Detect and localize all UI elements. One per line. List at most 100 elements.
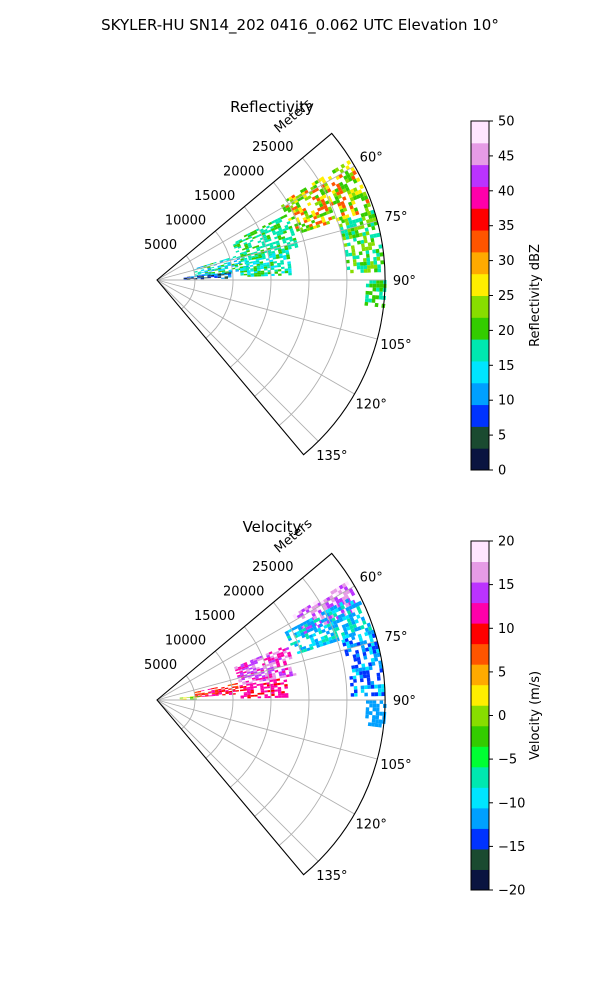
echo-gate xyxy=(243,242,248,245)
echo-gate xyxy=(320,206,325,211)
echo-gate xyxy=(220,272,225,275)
echo-gate xyxy=(237,666,242,669)
echo-gate xyxy=(203,274,208,276)
echo-gate xyxy=(323,606,329,611)
echo-gate xyxy=(367,222,372,228)
colorbar-segment xyxy=(471,448,489,471)
echo-gate xyxy=(220,265,225,268)
echo-gate xyxy=(217,274,222,276)
echo-gate xyxy=(352,623,357,629)
colorbar-segment xyxy=(471,623,489,645)
echo-gate xyxy=(301,608,306,613)
echo-gate xyxy=(252,667,257,671)
echo-gate xyxy=(234,667,239,670)
echo-gate xyxy=(372,287,377,292)
echo-gate xyxy=(251,664,256,668)
colorbar: −20 −15 −10 −5 0 5 10 15 20 Velocity (m/s) xyxy=(470,535,543,899)
echo-gate xyxy=(201,694,205,696)
echo-gate xyxy=(288,225,293,230)
echo-gate xyxy=(190,276,194,278)
echo-gate xyxy=(300,211,305,216)
echo-gate xyxy=(221,270,226,272)
echo-gate xyxy=(365,707,370,712)
echo-gate xyxy=(194,695,199,696)
echo-gate xyxy=(343,183,349,189)
echo-gate xyxy=(179,698,184,699)
echo-gate xyxy=(313,615,318,620)
echo-gate xyxy=(289,228,294,232)
echo-gate xyxy=(364,301,369,306)
echo-gate xyxy=(347,648,352,653)
echo-gate xyxy=(227,263,231,265)
echo-gate xyxy=(328,611,333,616)
echo-gate xyxy=(306,625,311,630)
echo-gate xyxy=(247,242,251,246)
colorbar-tick-label: 5 xyxy=(498,429,506,444)
echo-gate xyxy=(326,623,331,628)
echo-gate xyxy=(272,254,276,258)
echo-gate xyxy=(312,225,318,229)
panel-title: Velocity xyxy=(243,518,302,536)
echo-gate xyxy=(281,250,286,254)
echo-gate xyxy=(334,167,340,173)
azimuth-spoke xyxy=(156,165,355,281)
echo-gate xyxy=(265,243,270,247)
echo-gate xyxy=(269,244,274,248)
echo-gate xyxy=(214,274,218,276)
echo-gate xyxy=(244,663,248,667)
echo-gate xyxy=(306,227,311,232)
polar-grid xyxy=(156,577,385,862)
echo-gate xyxy=(284,667,289,671)
echo-gate xyxy=(338,597,344,603)
echo-region xyxy=(239,249,292,277)
echo-gate xyxy=(242,247,246,251)
echo-gate xyxy=(320,198,326,204)
echo-gate xyxy=(235,240,239,244)
echo-gate xyxy=(345,186,350,192)
colorbar-segment xyxy=(471,766,489,788)
echo-gate xyxy=(273,683,278,686)
echo-gate xyxy=(284,224,289,229)
echo-gate xyxy=(249,667,253,670)
echo-gate xyxy=(320,611,326,616)
echo-gate xyxy=(270,227,275,232)
echo-gate xyxy=(361,216,366,221)
echo-region xyxy=(284,598,373,655)
echo-gate xyxy=(353,689,358,694)
echo-gate xyxy=(276,256,280,259)
echo-gate xyxy=(190,278,194,279)
echo-gate xyxy=(346,173,351,179)
echo-gate xyxy=(225,691,229,693)
echo-gate xyxy=(289,671,293,675)
echo-gate xyxy=(201,693,205,695)
colorbar-segment xyxy=(471,208,489,231)
echo-gate xyxy=(211,269,215,272)
echo-gate xyxy=(235,687,239,689)
echo-gate xyxy=(255,678,260,681)
echo-gate xyxy=(287,217,292,222)
echo-gate xyxy=(274,669,279,673)
azimuth-tick-label: 105° xyxy=(380,758,411,773)
echo-gate xyxy=(362,674,367,679)
echo-gate xyxy=(378,719,383,724)
echo-gate xyxy=(255,260,260,263)
echo-gate xyxy=(239,684,243,687)
echo-gate xyxy=(302,627,307,632)
echo-gate xyxy=(259,261,264,264)
echo-gate xyxy=(215,691,219,693)
echo-gate xyxy=(239,252,244,255)
echo-gate xyxy=(376,287,380,292)
echo-gate xyxy=(332,612,338,618)
echo-gate xyxy=(359,192,364,198)
echo-gate xyxy=(340,184,346,190)
echo-gate xyxy=(354,693,358,697)
echo-gate xyxy=(260,230,265,234)
echo-gate xyxy=(337,606,343,612)
echo-gate xyxy=(256,668,261,672)
echo-gate xyxy=(179,697,184,698)
echo-gate xyxy=(289,673,294,677)
echo-gate xyxy=(224,687,229,690)
echo-gate xyxy=(241,666,246,670)
echo-gate xyxy=(296,614,302,619)
echo-gate xyxy=(353,642,358,648)
